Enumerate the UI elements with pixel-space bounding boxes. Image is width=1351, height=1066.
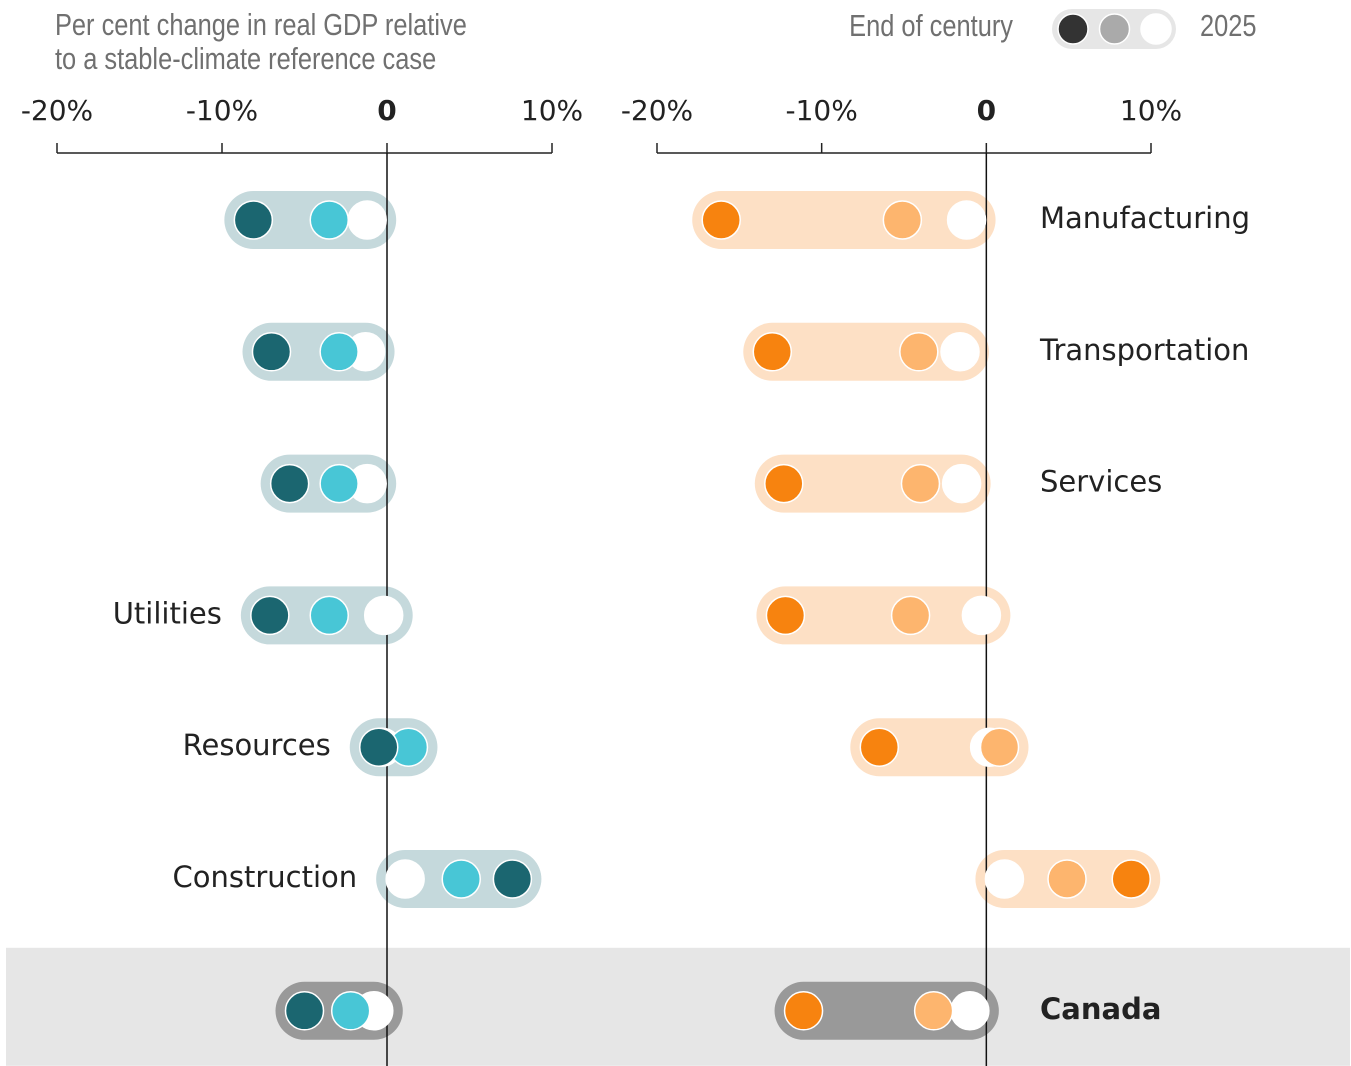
dot: [251, 332, 292, 372]
x-tick-label: 0: [377, 94, 396, 127]
dot: [899, 332, 939, 372]
legend-dot: [1057, 13, 1089, 45]
dot: [359, 727, 399, 767]
category-label: Canada: [1040, 992, 1161, 1026]
dot: [492, 859, 533, 899]
highlight-band: [6, 947, 1350, 1066]
dot: [765, 595, 806, 636]
dot: [752, 332, 793, 372]
dot: [1047, 859, 1087, 899]
legend-dot: [1098, 13, 1131, 45]
dot: [309, 200, 349, 240]
dot: [269, 463, 310, 504]
x-tick-label: 10%: [521, 94, 583, 127]
x-tick-label: 10%: [1120, 94, 1182, 127]
dot: [284, 991, 325, 1031]
dot: [961, 595, 1002, 636]
dot: [913, 991, 954, 1031]
x-tick-label: 0: [977, 94, 996, 127]
dot: [859, 727, 900, 767]
dot: [309, 595, 349, 636]
range-pill: [692, 191, 996, 249]
x-tick-label: -10%: [785, 94, 857, 127]
dot: [882, 200, 923, 240]
category-label: Transportation: [1039, 333, 1249, 367]
dot: [900, 463, 941, 504]
category-label: Resources: [183, 728, 331, 762]
dot: [764, 463, 804, 504]
dot: [940, 332, 980, 372]
dot: [946, 200, 987, 240]
dot: [950, 991, 990, 1031]
dot: [319, 463, 359, 504]
legend-label: 2025: [1200, 9, 1257, 44]
dot: [701, 200, 741, 240]
category-label: Utilities: [113, 596, 222, 630]
dot: [330, 991, 371, 1031]
dot: [984, 859, 1025, 899]
dot: [250, 595, 290, 636]
category-label: Services: [1040, 465, 1162, 499]
chart-title: Per cent change in real GDP relative: [55, 8, 467, 43]
dot: [363, 595, 404, 636]
x-tick-label: -20%: [21, 94, 93, 127]
dot: [233, 200, 274, 240]
chart-title: to a stable-climate reference case: [55, 42, 436, 77]
dot: [979, 727, 1020, 767]
dot: [941, 463, 982, 504]
legend-label: End of century: [849, 9, 1014, 44]
legend-dot: [1140, 13, 1172, 45]
range-pill: [756, 586, 1011, 645]
dot: [441, 859, 481, 899]
category-label: Manufacturing: [1040, 201, 1250, 235]
dot: [890, 595, 931, 636]
dot: [347, 200, 387, 240]
dot: [385, 859, 425, 899]
x-tick-label: -10%: [186, 94, 258, 127]
dot: [783, 991, 824, 1031]
x-tick-label: -20%: [621, 94, 693, 127]
dot: [1111, 859, 1151, 899]
dot: [319, 332, 359, 372]
category-label: Construction: [172, 860, 357, 894]
